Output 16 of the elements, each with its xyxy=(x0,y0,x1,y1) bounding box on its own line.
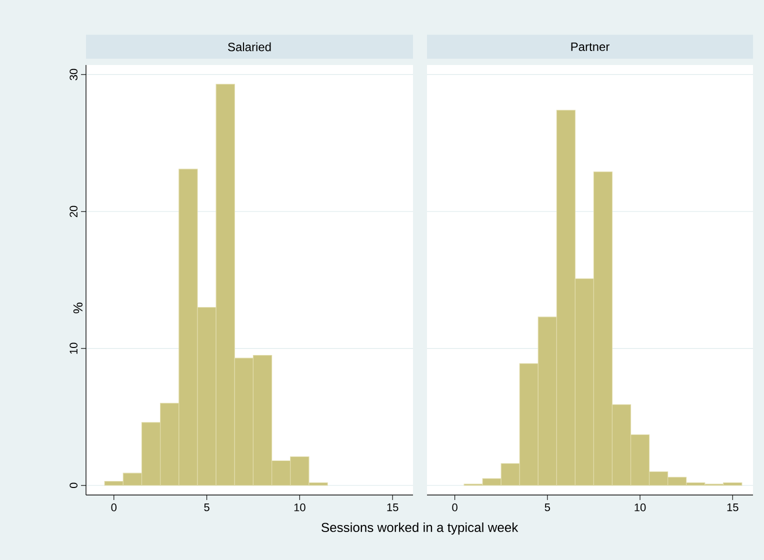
x-tick-label: 10 xyxy=(634,504,646,512)
y-tick-label: 20 xyxy=(70,206,78,218)
x-tick-label: 5 xyxy=(544,504,550,512)
x-tick-label: 0 xyxy=(452,504,458,512)
chart-title: Partner xyxy=(571,42,610,51)
x-tick-label: 10 xyxy=(294,504,306,512)
x-axis-title: Sessions worked in a typical week xyxy=(322,522,518,535)
x-tick-label: 15 xyxy=(387,504,398,512)
y-tick-label: 30 xyxy=(70,68,78,80)
x-tick-label: 15 xyxy=(727,504,738,512)
x-tick-label: 5 xyxy=(204,504,210,512)
y-axis-title: % xyxy=(73,302,82,314)
y-tick-label: 10 xyxy=(70,342,78,354)
y-tick-label: 0 xyxy=(70,482,78,488)
chart-title: Salaried xyxy=(228,42,271,52)
x-tick-label: 0 xyxy=(111,504,117,512)
